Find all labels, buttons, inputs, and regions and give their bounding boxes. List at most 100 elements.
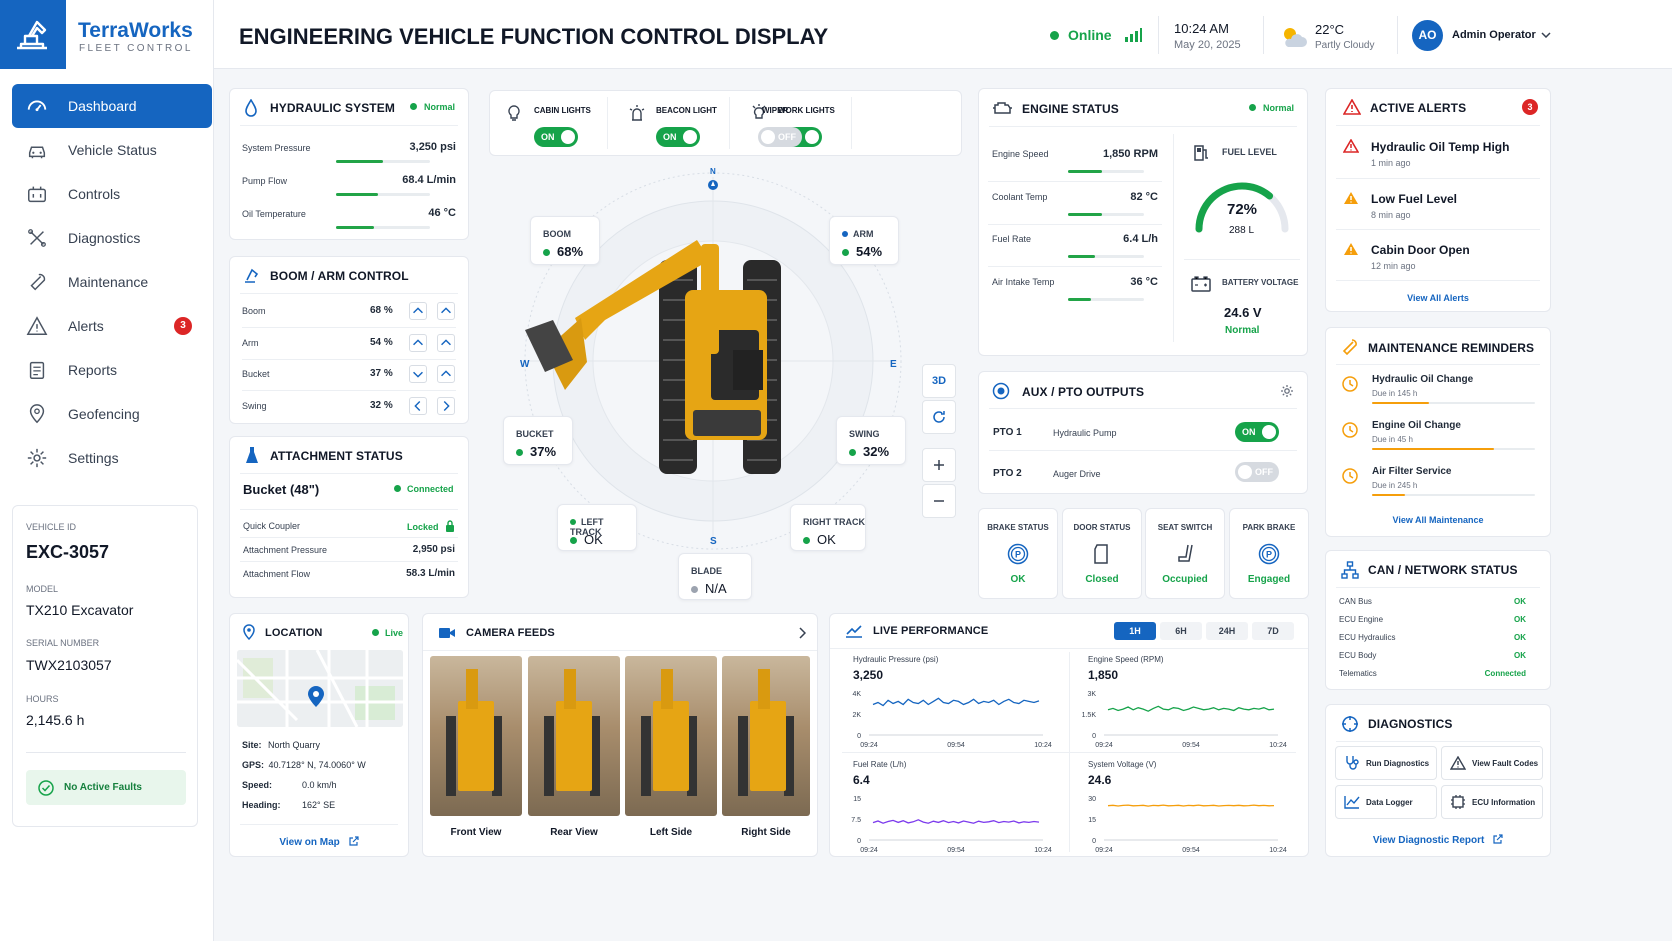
model-value: TX210 Excavator bbox=[26, 602, 134, 618]
range-6h-button[interactable]: 6H bbox=[1160, 622, 1202, 640]
user-name[interactable]: Admin Operator bbox=[1452, 29, 1536, 41]
can-row-label: Telematics bbox=[1339, 669, 1377, 678]
dashboard-icon bbox=[27, 100, 47, 112]
sidebar-item-reports[interactable]: Reports bbox=[12, 348, 212, 392]
maintenance-item[interactable]: Hydraulic Oil Change Due in 145 h bbox=[1339, 372, 1539, 412]
sidebar-item-alerts[interactable]: Alerts 3 bbox=[12, 304, 212, 348]
chevron-down-icon[interactable] bbox=[1541, 32, 1551, 38]
arrow-left-button[interactable] bbox=[409, 396, 427, 415]
partly-cloudy-icon bbox=[1284, 28, 1307, 47]
line-chart-icon bbox=[1344, 796, 1360, 809]
chart-current-value: 3,250 bbox=[853, 668, 883, 682]
light-toggle-0[interactable]: ON bbox=[534, 127, 578, 147]
arrow-up-button[interactable] bbox=[437, 365, 455, 383]
sidebar-item-label: Diagnostics bbox=[68, 230, 141, 246]
rotate-button[interactable] bbox=[922, 400, 956, 434]
sidebar-item-label: Reports bbox=[68, 362, 118, 378]
maintenance-item[interactable]: Air Filter Service Due in 245 h bbox=[1339, 464, 1539, 504]
view-diagnostic-report-link[interactable]: View Diagnostic Report bbox=[1325, 834, 1551, 846]
camera-feed[interactable] bbox=[625, 656, 717, 816]
y-tick-label: 1.5K bbox=[1082, 712, 1097, 719]
engine-row-value: 1,850 RPM bbox=[1102, 148, 1158, 160]
arrow-up-button[interactable] bbox=[409, 302, 427, 320]
arrow-up-button[interactable] bbox=[437, 333, 455, 352]
pto1-name: Hydraulic Pump bbox=[1053, 428, 1117, 438]
maintenance-progress bbox=[1372, 448, 1535, 450]
site-value: North Quarry bbox=[268, 740, 321, 750]
chevron-right-icon[interactable] bbox=[798, 627, 806, 639]
battery-status: Normal bbox=[1225, 325, 1260, 336]
view-fault-codes-button[interactable]: View Fault Codes bbox=[1441, 746, 1543, 780]
camera-feed[interactable] bbox=[722, 656, 810, 816]
chevron-up-icon bbox=[413, 307, 423, 314]
lock-icon bbox=[446, 520, 454, 532]
view-3d-button[interactable]: 3D bbox=[922, 364, 956, 398]
arrow-up-button[interactable] bbox=[409, 333, 427, 352]
camera-title: CAMERA FEEDS bbox=[466, 627, 555, 639]
light-label: CABIN LIGHTS bbox=[534, 106, 591, 115]
sidebar-item-label: Controls bbox=[68, 186, 121, 202]
boom-arm-value: 32 % bbox=[370, 399, 393, 411]
maintenance-item-title: Hydraulic Oil Change bbox=[1372, 374, 1474, 385]
chevron-left-icon bbox=[414, 400, 421, 411]
sidebar-item-settings[interactable]: Settings bbox=[12, 436, 212, 480]
view-all-alerts-link[interactable]: View All Alerts bbox=[1407, 293, 1469, 303]
y-tick-label: 0 bbox=[857, 733, 861, 740]
zoom-out-button[interactable] bbox=[922, 484, 956, 518]
maintenance-item-due: Due in 245 h bbox=[1372, 481, 1418, 490]
park-brake: PARK BRAKE P Engaged bbox=[1229, 508, 1309, 599]
chart-series-line bbox=[872, 819, 1040, 824]
sidebar-item-label: Dashboard bbox=[68, 98, 137, 114]
chevron-down-icon bbox=[413, 371, 423, 378]
light-toggle-3[interactable]: OFF bbox=[758, 127, 802, 147]
camera-feed[interactable] bbox=[430, 656, 522, 816]
range-24h-button[interactable]: 24H bbox=[1206, 622, 1248, 640]
maintenance-item[interactable]: Engine Oil Change Due in 45 h bbox=[1339, 418, 1539, 458]
sidebar-item-label: Alerts bbox=[68, 318, 104, 334]
sidebar-item-dashboard[interactable]: Dashboard bbox=[12, 84, 212, 128]
chevron-up-icon bbox=[441, 307, 451, 314]
arrow-up-button[interactable] bbox=[437, 302, 455, 320]
light-toggle-1[interactable]: ON bbox=[656, 127, 700, 147]
sidebar-item-maintenance[interactable]: Maintenance bbox=[12, 260, 212, 304]
hydraulic-status: Normal bbox=[410, 102, 455, 112]
sidebar-item-vehicle-status[interactable]: Vehicle Status bbox=[12, 128, 212, 172]
chart-title: Hydraulic Pressure (psi) bbox=[853, 655, 939, 664]
excavator-logo-icon bbox=[17, 20, 47, 49]
gear-icon[interactable] bbox=[1280, 384, 1294, 398]
arrow-right-button[interactable] bbox=[437, 396, 455, 415]
y-tick-label: 0 bbox=[1092, 733, 1096, 740]
aux-pto-card: AUX / PTO OUTPUTS PTO 1 Hydraulic Pump O… bbox=[978, 371, 1308, 494]
camera-feed[interactable] bbox=[528, 656, 620, 816]
sidebar-item-diagnostics[interactable]: Diagnostics bbox=[12, 216, 212, 260]
y-tick-label: 0 bbox=[857, 838, 861, 845]
maintenance-item-due: Due in 45 h bbox=[1372, 435, 1413, 444]
sidebar-item-controls[interactable]: Controls bbox=[12, 172, 212, 216]
sidebar-item-geofencing[interactable]: Geofencing bbox=[12, 392, 212, 436]
range-7d-button[interactable]: 7D bbox=[1252, 622, 1294, 640]
view-on-map-link[interactable]: View on Map bbox=[230, 836, 408, 848]
x-tick-label: 09:54 bbox=[1182, 847, 1200, 854]
stethoscope-icon bbox=[1346, 756, 1359, 770]
hours-label: HOURS bbox=[26, 694, 59, 704]
pto2-toggle[interactable]: OFF bbox=[1235, 462, 1279, 482]
zoom-in-button[interactable] bbox=[922, 448, 956, 482]
view-all-maintenance-link[interactable]: View All Maintenance bbox=[1392, 515, 1484, 525]
user-avatar[interactable]: AO bbox=[1412, 20, 1443, 51]
range-1h-button[interactable]: 1H bbox=[1114, 622, 1156, 640]
pto2-label: PTO 2 bbox=[993, 468, 1022, 479]
pto1-toggle[interactable]: ON bbox=[1235, 422, 1279, 442]
location-map[interactable] bbox=[237, 650, 403, 727]
hydraulic-row: Oil Temperature 46 °C bbox=[242, 207, 456, 229]
ecu-information-button[interactable]: ECU Information bbox=[1441, 785, 1543, 819]
arrow-down-button[interactable] bbox=[409, 365, 427, 383]
seat-icon bbox=[1178, 544, 1193, 562]
header-weather: Partly Cloudy bbox=[1315, 40, 1375, 51]
gear-icon bbox=[27, 448, 47, 468]
pto2-name: Auger Drive bbox=[1053, 469, 1101, 479]
y-tick-label: 30 bbox=[1088, 796, 1096, 803]
run-diagnostics-button[interactable]: Run Diagnostics bbox=[1335, 746, 1437, 780]
data-logger-button[interactable]: Data Logger bbox=[1335, 785, 1437, 819]
diagnostics-title: DIAGNOSTICS bbox=[1368, 717, 1453, 731]
chart-title: Engine Speed (RPM) bbox=[1088, 655, 1164, 664]
